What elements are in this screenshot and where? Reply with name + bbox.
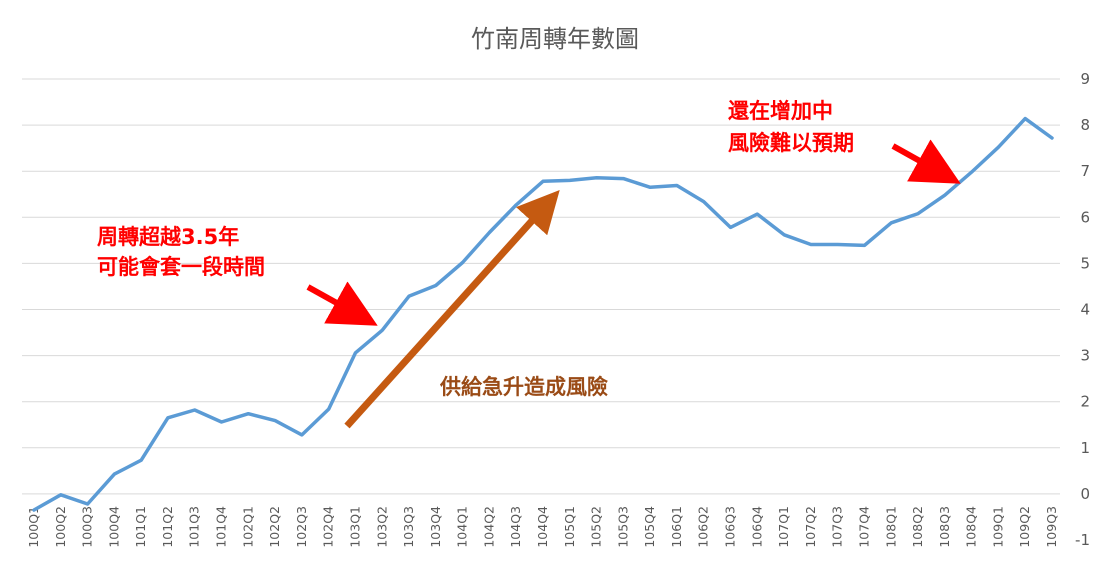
annotation-rising-arrow [891, 139, 961, 184]
x-tick-label: 106Q1 [669, 506, 684, 548]
y-tick-label: 0 [1080, 485, 1090, 503]
x-tick-label: 101Q1 [133, 506, 148, 548]
x-tick-label: 104Q2 [481, 506, 496, 548]
annotation-rising: 還在增加中 風險難以預期 [728, 99, 961, 184]
y-axis-ticks: -1 0 1 2 3 4 5 6 7 8 9 [1075, 70, 1090, 549]
x-tick-label: 101Q3 [187, 506, 202, 548]
x-tick-label: 102Q3 [294, 506, 309, 548]
x-tick-label: 105Q1 [562, 506, 577, 548]
x-tick-label: 106Q4 [749, 506, 764, 548]
y-tick-label: 5 [1080, 254, 1090, 272]
x-axis-ticks: 100Q1 100Q2 100Q3 100Q4 101Q1 101Q2 101Q3 101Q4… [26, 506, 1059, 548]
series-line [32, 116, 1054, 512]
x-tick-label: 105Q2 [589, 506, 604, 548]
annotation-risk-label: 供給急升造成風險 [439, 375, 608, 399]
y-tick-label: 4 [1080, 301, 1090, 319]
annotation-rising-line-2: 風險難以預期 [728, 131, 854, 155]
x-tick-label: 105Q4 [642, 506, 657, 548]
annotation-supply-line-2: 可能會套一段時間 [97, 255, 265, 279]
x-tick-label: 103Q3 [401, 506, 416, 548]
x-tick-label: 104Q4 [535, 506, 550, 548]
y-tick-label: 3 [1080, 347, 1090, 365]
x-tick-label: 109Q3 [1044, 506, 1059, 548]
x-tick-label: 103Q2 [374, 506, 389, 548]
y-tick-label: -1 [1075, 531, 1090, 549]
annotation-risk-arrow [344, 190, 560, 429]
x-tick-label: 107Q4 [856, 506, 871, 548]
x-tick-label: 104Q3 [508, 506, 523, 548]
annotation-supply: 周轉超越3.5年 可能會套一段時間 [97, 225, 378, 326]
x-tick-label: 108Q4 [964, 506, 979, 548]
x-tick-label: 104Q1 [455, 506, 470, 548]
x-tick-label: 100Q4 [106, 506, 121, 548]
y-tick-label: 6 [1080, 208, 1090, 226]
y-tick-label: 7 [1080, 162, 1090, 180]
gridlines [22, 78, 1060, 495]
y-tick-label: 8 [1080, 116, 1090, 134]
annotation-rising-line-1: 還在增加中 [728, 99, 833, 123]
chart-title: 竹南周轉年數圖 [471, 25, 639, 53]
x-tick-label: 108Q3 [937, 506, 952, 548]
x-tick-label: 106Q2 [696, 506, 711, 548]
x-tick-label: 101Q4 [214, 506, 229, 548]
x-tick-label: 109Q2 [1017, 506, 1032, 548]
annotation-supply-arrow [306, 281, 378, 326]
x-tick-label: 107Q3 [830, 506, 845, 548]
x-tick-label: 108Q2 [910, 506, 925, 548]
x-tick-label: 105Q3 [615, 506, 630, 548]
x-tick-label: 107Q2 [803, 506, 818, 548]
y-tick-label: 9 [1080, 70, 1090, 88]
annotation-risk: 供給急升造成風險 [344, 190, 608, 429]
x-tick-label: 109Q1 [990, 506, 1005, 548]
x-tick-label: 108Q1 [883, 506, 898, 548]
x-tick-label: 100Q1 [26, 506, 41, 548]
x-tick-label: 100Q3 [80, 506, 95, 548]
x-tick-label: 107Q1 [776, 506, 791, 548]
series-line-layer [32, 116, 1054, 512]
x-tick-label: 100Q2 [53, 506, 68, 548]
x-tick-label: 102Q1 [240, 506, 255, 548]
y-tick-label: 2 [1080, 393, 1090, 411]
x-tick-label: 102Q2 [267, 506, 282, 548]
x-tick-label: 106Q3 [723, 506, 738, 548]
x-tick-label: 101Q2 [160, 506, 175, 548]
y-tick-label: 1 [1080, 439, 1090, 457]
x-tick-label: 103Q1 [347, 506, 362, 548]
annotation-supply-line-1: 周轉超越3.5年 [97, 225, 239, 249]
x-tick-label: 103Q4 [428, 506, 443, 548]
x-tick-label: 102Q4 [321, 506, 336, 548]
